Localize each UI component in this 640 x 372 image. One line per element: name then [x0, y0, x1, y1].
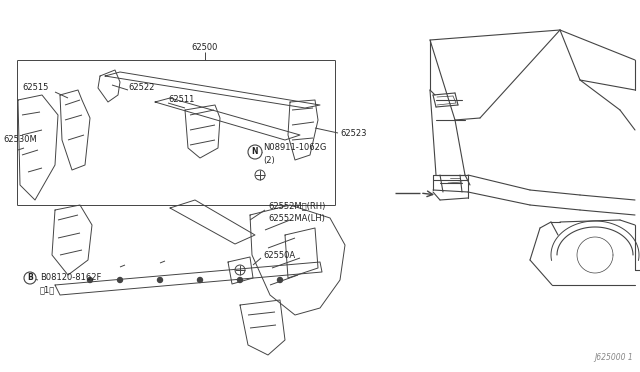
Text: 62550A: 62550A	[263, 251, 295, 260]
Circle shape	[118, 278, 122, 282]
Circle shape	[24, 272, 36, 284]
Text: （1）: （1）	[40, 285, 55, 295]
Text: 62552M　(RH): 62552M (RH)	[268, 202, 325, 211]
Circle shape	[198, 278, 202, 282]
Circle shape	[237, 278, 243, 282]
Text: J625000 1: J625000 1	[595, 353, 633, 362]
Text: N: N	[252, 148, 259, 157]
Text: B08120-8162F: B08120-8162F	[40, 273, 101, 282]
Text: B: B	[27, 273, 33, 282]
Text: (2): (2)	[263, 155, 275, 164]
Circle shape	[278, 278, 282, 282]
Text: 62523: 62523	[340, 128, 367, 138]
Text: 62530M: 62530M	[3, 135, 36, 144]
Text: 62515: 62515	[22, 83, 49, 92]
Circle shape	[88, 278, 93, 282]
Text: 62522: 62522	[128, 83, 154, 93]
Text: 62552MA(LH): 62552MA(LH)	[268, 214, 325, 222]
Text: N08911-1062G: N08911-1062G	[263, 144, 326, 153]
Circle shape	[157, 278, 163, 282]
Text: 62500: 62500	[192, 42, 218, 51]
Circle shape	[248, 145, 262, 159]
Text: 62511: 62511	[168, 96, 195, 105]
